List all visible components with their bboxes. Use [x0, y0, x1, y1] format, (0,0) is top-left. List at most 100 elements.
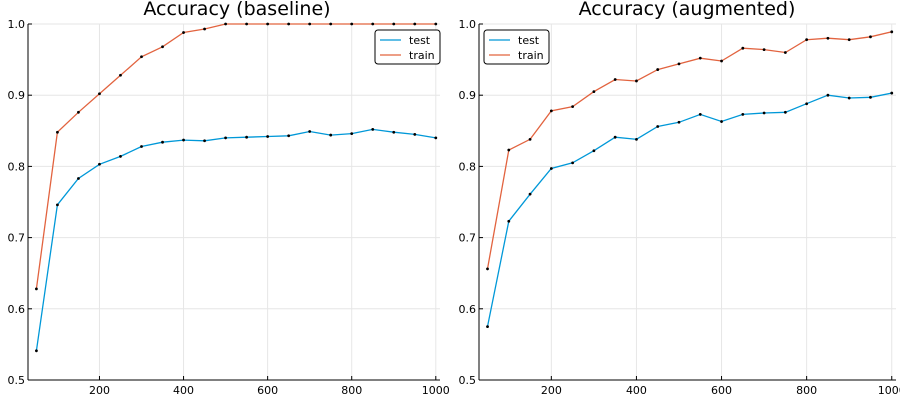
y-tick-label: 0.8 [459, 160, 477, 173]
data-point-test [869, 95, 872, 99]
y-tick-label: 1.0 [8, 18, 26, 31]
data-point-train [392, 22, 396, 26]
y-tick-label: 0.5 [8, 374, 26, 387]
data-point-test [783, 110, 787, 114]
y-tick-label: 0.7 [8, 232, 26, 245]
data-point-test [507, 219, 511, 223]
data-point-test [720, 120, 723, 123]
data-point-train [528, 137, 532, 141]
series-line-test [35, 128, 436, 351]
data-point-test [549, 167, 553, 170]
data-point-test [329, 133, 333, 137]
data-point-train [805, 38, 809, 42]
series-line-test [486, 92, 892, 327]
data-point-train [826, 36, 830, 40]
data-point-train [77, 110, 80, 114]
data-point-train [869, 35, 872, 39]
data-point-train [182, 31, 185, 34]
data-point-test [698, 113, 702, 116]
data-point-train [507, 148, 511, 152]
data-point-test [308, 130, 312, 133]
legend: test train [374, 29, 441, 65]
data-point-train [224, 22, 227, 26]
legend-label-train: train [518, 49, 544, 62]
x-tick-label: 600 [711, 384, 732, 397]
legend-label-test: test [409, 34, 431, 47]
x-tick-label: 800 [341, 384, 362, 397]
chart-title: Accuracy (augmented) [579, 0, 796, 20]
data-point-train [371, 22, 375, 26]
data-point-test [741, 113, 745, 116]
data-point-test [182, 138, 185, 142]
data-point-train [308, 22, 312, 26]
data-point-train [350, 22, 354, 26]
x-tick-label: 800 [796, 384, 817, 397]
y-tick-label: 0.6 [459, 303, 477, 316]
data-point-train [656, 68, 660, 71]
y-tick-label: 1.0 [459, 18, 477, 31]
data-point-train [592, 90, 596, 94]
data-point-test [98, 162, 101, 166]
data-point-test [762, 111, 766, 115]
series-line-train [486, 31, 892, 270]
data-point-test [486, 325, 489, 328]
data-point-train [571, 105, 575, 108]
data-point-test [656, 125, 660, 128]
data-point-train [741, 46, 745, 50]
y-tick-label: 0.8 [8, 160, 26, 173]
y-tick-label: 0.6 [8, 303, 26, 316]
legend: test train [483, 29, 550, 65]
data-point-test [161, 140, 164, 144]
data-point-train [140, 55, 143, 59]
data-point-train [266, 22, 270, 26]
data-point-test [224, 136, 227, 140]
data-point-train [203, 27, 206, 31]
data-point-train [161, 45, 164, 49]
data-point-train [35, 287, 38, 291]
data-point-test [826, 93, 830, 97]
data-point-train [245, 22, 249, 26]
data-point-train [783, 51, 787, 54]
data-point-train [549, 109, 553, 113]
y-tick-label: 0.5 [459, 374, 477, 387]
data-point-test [805, 102, 809, 106]
x-tick-label: 600 [257, 384, 278, 397]
data-point-train [677, 62, 681, 66]
data-point-test [392, 130, 396, 134]
chart-panel-1: 200 400 600 800 1000 0.5 0.6 0.7 0.8 0.9 1.0 Accura… [8, 0, 450, 397]
data-point-test [203, 139, 206, 143]
data-point-test [245, 135, 249, 139]
data-point-test [890, 91, 894, 95]
data-point-train [119, 73, 122, 77]
data-point-train [434, 22, 438, 26]
data-point-test [56, 203, 59, 207]
x-tick-label: 400 [173, 384, 194, 397]
legend-label-train: train [409, 49, 435, 62]
data-point-test [266, 135, 270, 138]
data-point-test [613, 135, 617, 139]
data-point-train [698, 56, 702, 60]
data-point-test [77, 177, 80, 180]
x-tick-label: 200 [89, 384, 110, 397]
data-point-test [571, 161, 575, 165]
data-point-train [287, 22, 291, 26]
data-point-train [847, 38, 851, 42]
data-point-test [434, 136, 438, 140]
data-point-test [287, 134, 291, 138]
data-point-test [635, 137, 638, 141]
legend-label-test: test [518, 34, 540, 47]
data-point-test [140, 145, 143, 148]
data-point-train [56, 130, 59, 134]
chart-title: Accuracy (baseline) [143, 0, 330, 20]
data-point-train [413, 22, 417, 26]
data-point-test [592, 149, 596, 153]
data-point-test [528, 192, 532, 196]
data-point-test [677, 120, 681, 124]
data-point-test [413, 132, 417, 136]
y-tick-label: 0.9 [459, 89, 477, 102]
data-point-train [329, 22, 333, 26]
data-point-test [847, 96, 851, 100]
x-tick-label: 1000 [878, 384, 900, 397]
x-tick-label: 200 [541, 384, 562, 397]
